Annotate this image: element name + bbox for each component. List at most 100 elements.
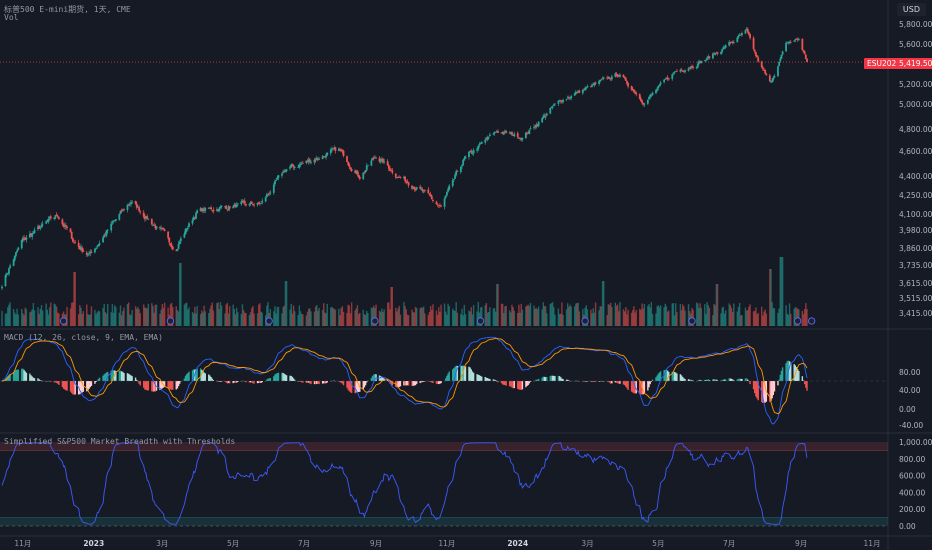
candle-body: [227, 206, 230, 210]
volume-bar: [316, 304, 318, 326]
volume-bar: [665, 306, 668, 326]
candle-body: [90, 251, 93, 253]
candle-body: [290, 164, 293, 168]
candle-body: [391, 170, 394, 173]
macd-histogram-bar: [489, 378, 491, 381]
candle-body: [308, 159, 311, 163]
candle-body: [383, 161, 386, 163]
macd-histogram-bar: [769, 381, 771, 402]
volume-bar: [105, 313, 108, 326]
candle-body: [228, 206, 231, 209]
candle-body: [549, 107, 552, 114]
candle-body: [520, 138, 523, 140]
candle-body: [219, 206, 222, 209]
macd-histogram-bar: [519, 381, 521, 390]
volume-bar: [155, 304, 158, 326]
volume-bar: [608, 305, 611, 326]
breadth-axis-tick: 0.00: [899, 522, 916, 531]
candle-body: [739, 34, 742, 36]
candle-body: [619, 74, 621, 77]
volume-bar: [249, 312, 252, 326]
event-marker-icon: [371, 317, 379, 325]
macd-histogram-bar: [736, 379, 739, 381]
volume-bar: [657, 305, 660, 326]
macd-histogram-bar: [551, 375, 554, 381]
candle-body: [464, 156, 467, 159]
candle-body: [576, 92, 578, 94]
volume-bar: [461, 308, 463, 326]
candle-body: [609, 78, 612, 80]
candle-body: [46, 221, 49, 222]
volume-bar: [284, 281, 287, 326]
candle-body: [413, 187, 416, 190]
macd-histogram-bar: [803, 381, 806, 385]
macd-histogram-bar: [405, 381, 407, 386]
candle-body: [657, 85, 660, 89]
candle-body: [554, 103, 556, 105]
event-marker-icon: [476, 317, 485, 325]
candle-body: [459, 166, 462, 173]
candle-body: [322, 155, 325, 157]
candle-body: [574, 91, 577, 95]
currency-button[interactable]: USD: [896, 3, 926, 16]
macd-histogram-bar: [89, 381, 91, 388]
candle-body: [695, 66, 698, 68]
candle-body: [536, 124, 539, 126]
candle-body: [513, 133, 516, 137]
volume-bar: [769, 269, 771, 326]
volume-bar: [138, 309, 140, 326]
candle-body: [601, 78, 604, 80]
volume-bar: [338, 308, 340, 326]
candle-body: [195, 212, 197, 220]
macd-histogram-bar: [591, 381, 593, 382]
macd-axis-tick: 0.00: [899, 405, 916, 414]
candle-body: [558, 100, 561, 101]
candle-body: [462, 159, 465, 165]
macd-histogram-bar: [497, 381, 499, 383]
macd-histogram-bar: [112, 370, 115, 381]
macd-histogram-bar: [225, 381, 227, 383]
macd-histogram-bar: [484, 376, 486, 381]
macd-histogram-bar: [520, 381, 522, 390]
volume-bar: [781, 257, 784, 326]
macd-legend: MACD (12, 26, close, 9, EMA, EMA): [4, 333, 163, 342]
macd-histogram-bar: [72, 381, 74, 395]
candle-body: [780, 54, 783, 59]
breadth-axis-tick: 1,000.00: [899, 438, 932, 447]
volume-bar: [98, 311, 101, 326]
macd-histogram-bar: [302, 381, 304, 383]
candle-body: [386, 161, 389, 166]
macd-histogram-bar: [253, 381, 255, 384]
candle-body: [527, 133, 530, 134]
volume-bar: [88, 314, 90, 326]
candle-body: [333, 147, 336, 149]
candle-body: [583, 89, 585, 91]
candle-body: [396, 177, 398, 179]
macd-histogram-bar: [220, 381, 223, 382]
volume-bar: [723, 313, 726, 326]
candle-body: [492, 133, 495, 135]
volume-bar: [313, 311, 316, 326]
candle-body: [689, 66, 692, 69]
candle-body: [226, 209, 229, 211]
volume-bar: [218, 309, 220, 326]
volume-bar: [500, 303, 503, 326]
macd-histogram-bar: [704, 379, 706, 381]
volume-bar: [104, 312, 107, 326]
volume-bar: [131, 309, 133, 326]
macd-histogram-bar: [403, 381, 405, 386]
candle-body: [382, 158, 384, 163]
candle-body: [399, 177, 402, 178]
volume-bar: [668, 310, 670, 326]
macd-histogram-bar: [448, 371, 450, 381]
volume-bar: [721, 307, 723, 326]
volume-bar: [553, 307, 555, 326]
macd-histogram-bar: [8, 374, 10, 381]
volume-bar: [716, 284, 719, 326]
macd-histogram-bar: [801, 376, 804, 381]
candle-body: [502, 131, 505, 135]
candle-body: [728, 41, 731, 46]
candle-body: [32, 233, 35, 234]
macd-histogram-bar: [642, 381, 644, 395]
